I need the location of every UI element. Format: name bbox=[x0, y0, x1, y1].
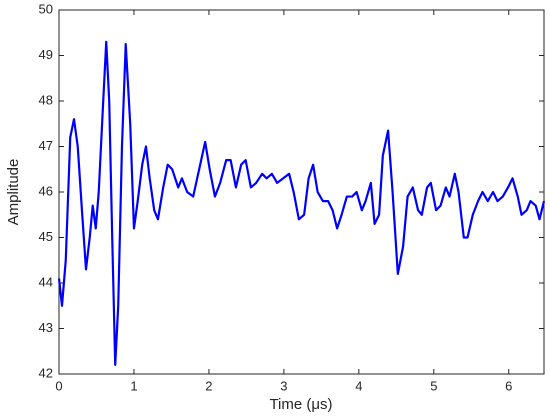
x-tick-label: 5 bbox=[430, 378, 437, 393]
x-tick-label: 0 bbox=[55, 378, 62, 393]
x-tick-label: 6 bbox=[505, 378, 512, 393]
x-tick-label: 2 bbox=[205, 378, 212, 393]
x-tick-label: 1 bbox=[130, 378, 137, 393]
line-series bbox=[57, 40, 546, 366]
y-tick-label: 50 bbox=[39, 1, 53, 16]
y-tick-label: 44 bbox=[39, 274, 53, 289]
x-tick-label: 3 bbox=[280, 378, 287, 393]
y-tick-label: 49 bbox=[39, 47, 53, 62]
y-axis-label: Amplitude bbox=[5, 159, 22, 226]
y-tick-label: 47 bbox=[39, 138, 53, 153]
y-tick-label: 45 bbox=[39, 229, 53, 244]
x-tick-label: 4 bbox=[355, 378, 362, 393]
y-tick-label: 42 bbox=[39, 365, 53, 380]
y-tick-label: 48 bbox=[39, 92, 53, 107]
x-axis-label: Time (μs) bbox=[269, 396, 332, 413]
y-tick-label: 46 bbox=[39, 183, 53, 198]
y-tick-label: 43 bbox=[39, 320, 53, 335]
